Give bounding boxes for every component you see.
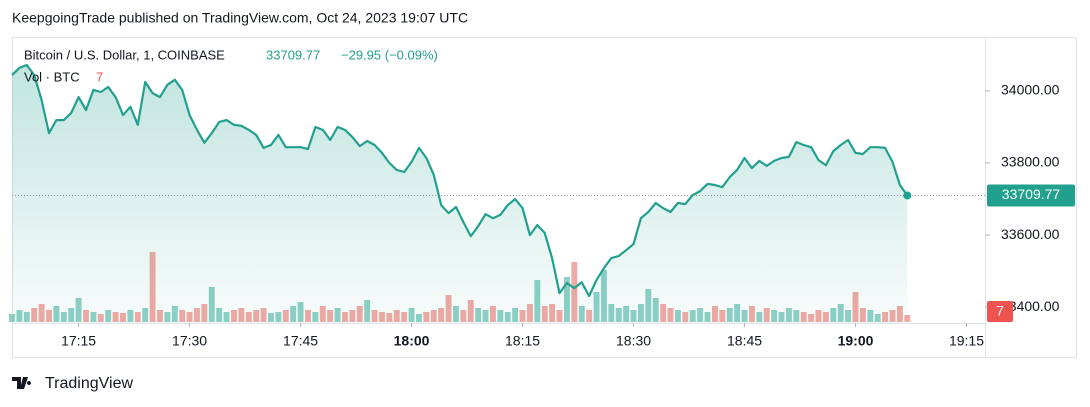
logo xyxy=(12,377,32,389)
price-change: −29.95 (−0.09%) xyxy=(341,47,438,62)
volume-label: Vol · BTC xyxy=(24,69,80,84)
area-fill xyxy=(12,65,908,323)
last-volume: 7 xyxy=(96,69,103,84)
x-tick-label: 17:45 xyxy=(283,333,318,349)
y-tick-label: 34000.00 xyxy=(1001,82,1060,98)
plot xyxy=(9,63,985,323)
volume-tag-label: 7 xyxy=(996,303,1004,319)
price-tag xyxy=(987,184,1075,207)
footer: TradingView xyxy=(45,375,133,392)
x-tick-label: 19:15 xyxy=(949,333,984,349)
y-tick-label: 33400.00 xyxy=(1001,298,1060,314)
x-tick-label: 17:30 xyxy=(172,333,207,349)
y-tick-label: 33600.00 xyxy=(1001,226,1060,242)
symbol: Bitcoin / U.S. Dollar, 1, COINBASE xyxy=(24,47,225,62)
x-tick-label: 18:45 xyxy=(727,333,762,349)
last-price: 33709.77 xyxy=(266,47,320,62)
price-line xyxy=(11,63,909,298)
x-tick-label: 17:15 xyxy=(61,333,96,349)
price-tag-label: 33709.77 xyxy=(1002,186,1061,202)
x-tick-label: 18:00 xyxy=(394,333,430,349)
last-point xyxy=(903,191,912,200)
y-tick-label: 33800.00 xyxy=(1001,154,1060,170)
x-tick-label: 18:30 xyxy=(616,333,651,349)
header: KeepgoingTrade published on TradingView.… xyxy=(12,10,468,26)
volume-bar xyxy=(904,315,911,322)
x-tick-label: 18:15 xyxy=(505,333,540,349)
volume-tag xyxy=(987,301,1013,322)
x-tick-label: 19:00 xyxy=(838,333,874,349)
